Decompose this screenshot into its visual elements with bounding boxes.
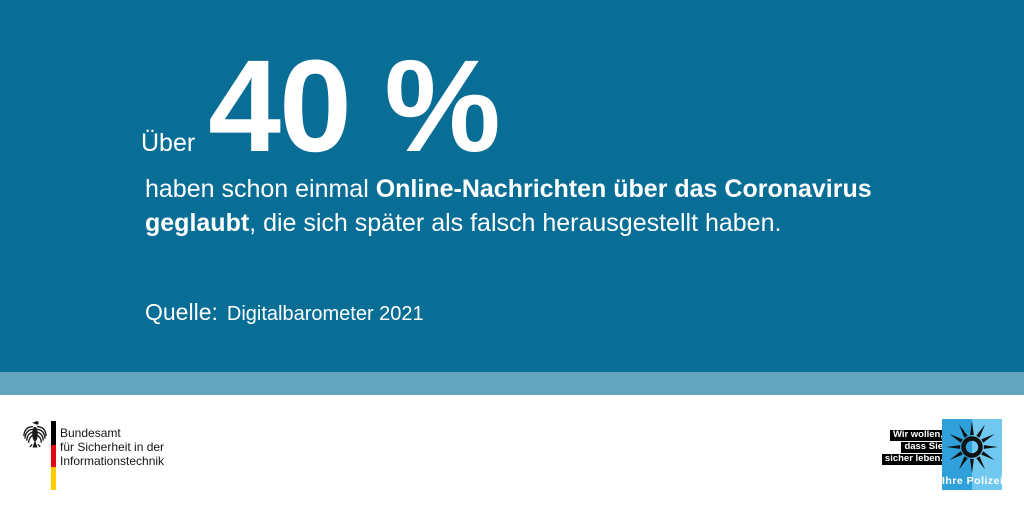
bsi-logo-text-line: für Sicherheit in der xyxy=(60,440,165,454)
footer: Bundesamt für Sicherheit in der Informatio… xyxy=(0,395,1024,512)
police-slogan-line: dass Sie xyxy=(901,442,946,453)
statement-segment: geglaubt xyxy=(145,209,250,237)
statement-text: haben schon einmal Online-Nachrichten üb… xyxy=(145,172,1015,240)
headline-prefix: Über xyxy=(141,129,196,157)
police-slogan-line: sicher leben. xyxy=(881,454,946,465)
police-label: Ihre Polizei xyxy=(942,475,1004,487)
statement-segment: Online-Nachrichten über das Coronavirus xyxy=(375,175,872,203)
bsi-logo-text: Bundesamt für Sicherheit in der Informatio… xyxy=(60,426,164,468)
police-slogan: Wir wollen, dass Sie sicher leben. xyxy=(881,430,946,466)
headline: Über 40 % xyxy=(141,30,501,181)
statement-segment: haben schon einmal xyxy=(145,175,376,203)
source-label: Quelle: xyxy=(145,299,218,325)
federal-eagle-icon xyxy=(23,421,47,448)
source-line: Quelle: Digitalbarometer 2021 xyxy=(145,299,424,326)
police-slogan-line: Wir wollen, xyxy=(889,430,946,441)
bsi-logo-text-line: Bundesamt xyxy=(60,426,121,440)
police-logo: Wir wollen, dass Sie sicher leben. xyxy=(881,419,1004,490)
flag-stripe-black xyxy=(51,421,56,445)
bsi-logo: Bundesamt für Sicherheit in der Informatio… xyxy=(22,420,242,491)
divider-band xyxy=(0,372,1024,395)
flag-stripe-gold xyxy=(51,467,56,490)
statement-segment: , die sich später als falsch herausgeste… xyxy=(249,209,782,237)
hero-section: Über 40 % haben schon einmal Online-Nach… xyxy=(0,0,1024,372)
german-flag-stripe xyxy=(51,421,56,490)
police-star-icon xyxy=(946,421,998,473)
headline-value: 40 % xyxy=(208,32,501,179)
source-value: Digitalbarometer 2021 xyxy=(226,303,424,325)
police-badge: Ihre Polizei xyxy=(942,419,1004,490)
flag-stripe-red xyxy=(51,445,56,467)
bsi-logo-text-line: Informationstechnik xyxy=(60,454,165,468)
